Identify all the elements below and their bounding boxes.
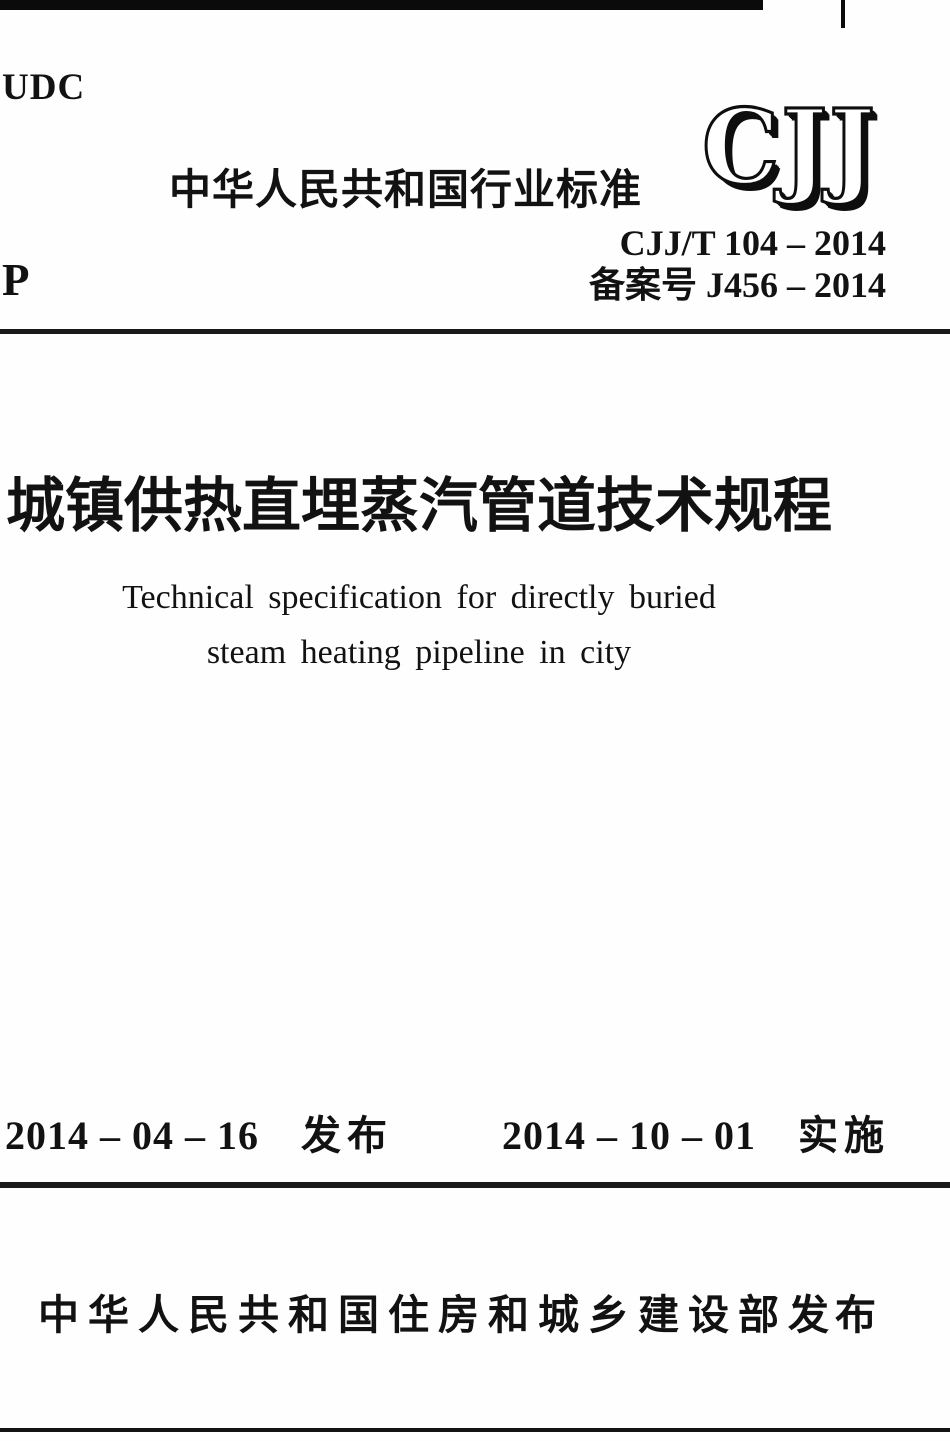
standard-type-heading: 中华人民共和国行业标准: [169, 166, 643, 213]
title-block: 城镇供热直埋蒸汽管道技术规程 Technical specification f…: [0, 458, 838, 672]
publisher-name: 中华人民共和国住房和城乡建设部: [38, 1292, 788, 1338]
implement-label: 实施: [798, 1114, 890, 1158]
implement-date-group: 2014 – 10 – 01 实施: [502, 1103, 890, 1161]
footer-divider-rule: [0, 1182, 950, 1188]
cjj-logo: CJJ: [701, 86, 877, 208]
scan-artifact-top-tick: [841, 0, 845, 28]
header-divider-rule: [0, 329, 950, 334]
scan-artifact-top-bar: [0, 0, 763, 10]
udc-label: UDC: [2, 67, 86, 108]
publisher-action-label: 发布: [788, 1292, 882, 1338]
publisher-row: 中华人民共和国住房和城乡建设部 发布: [38, 1281, 876, 1341]
issue-date-group: 2014 – 04 – 16 发布: [5, 1103, 393, 1161]
document-title-english-line2: steam heating pipeline in city: [206, 634, 632, 671]
standard-number-block: CJJ/T 104 – 2014 备案号 J456 – 2014: [589, 222, 886, 307]
issue-date: 2014 – 04 – 16: [5, 1113, 259, 1158]
document-title-chinese: 城镇供热直埋蒸汽管道技术规程: [5, 473, 832, 539]
scan-artifact-bottom-rule: [0, 1428, 950, 1432]
dates-row: 2014 – 04 – 16 发布 2014 – 10 – 01 实施: [5, 1103, 890, 1161]
issue-label: 发布: [301, 1114, 393, 1158]
document-title-english-line1: Technical specification for directly bur…: [122, 579, 716, 616]
standard-number: CJJ/T 104 – 2014: [619, 223, 886, 263]
record-number: 备案号 J456 – 2014: [588, 265, 886, 306]
implement-date: 2014 – 10 – 01: [502, 1113, 756, 1158]
p-classification-label: P: [2, 255, 30, 305]
